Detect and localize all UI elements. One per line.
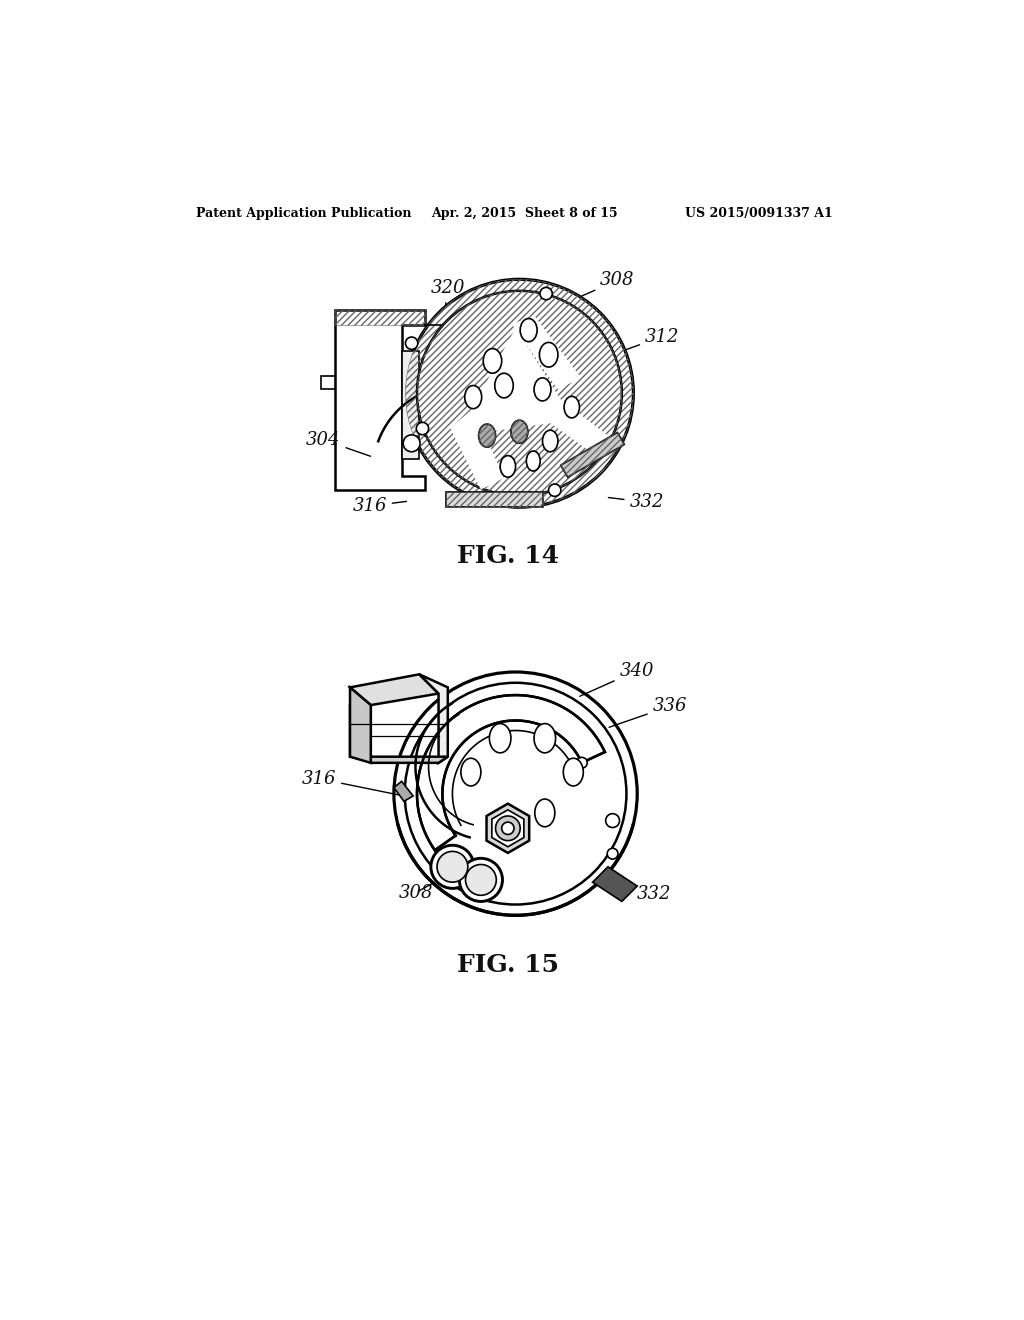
Text: Patent Application Publication: Patent Application Publication (196, 207, 412, 220)
Circle shape (406, 280, 634, 507)
Circle shape (417, 422, 429, 434)
Text: 332: 332 (616, 884, 672, 903)
Ellipse shape (520, 318, 538, 342)
Circle shape (540, 288, 552, 300)
Circle shape (404, 682, 627, 904)
Circle shape (496, 816, 520, 841)
Polygon shape (593, 867, 637, 902)
Ellipse shape (478, 424, 496, 447)
Circle shape (394, 672, 637, 915)
Polygon shape (335, 310, 425, 490)
Ellipse shape (563, 758, 584, 785)
Text: 340: 340 (580, 661, 654, 696)
Ellipse shape (483, 348, 502, 374)
Circle shape (502, 822, 514, 834)
Circle shape (431, 845, 474, 888)
Ellipse shape (564, 396, 580, 418)
Polygon shape (401, 351, 419, 459)
Polygon shape (492, 810, 524, 847)
Text: 320: 320 (431, 279, 465, 323)
Ellipse shape (500, 455, 515, 478)
Ellipse shape (535, 723, 556, 752)
Text: 336: 336 (609, 697, 687, 727)
Polygon shape (512, 317, 581, 389)
Circle shape (417, 290, 622, 495)
Circle shape (607, 849, 617, 859)
Ellipse shape (535, 799, 555, 826)
Polygon shape (561, 433, 625, 478)
Ellipse shape (495, 374, 513, 397)
Polygon shape (350, 705, 447, 763)
Text: 308: 308 (398, 883, 433, 902)
Circle shape (549, 484, 561, 496)
Polygon shape (321, 376, 335, 389)
Polygon shape (350, 675, 438, 705)
Ellipse shape (489, 723, 511, 752)
Polygon shape (458, 327, 573, 436)
Polygon shape (486, 804, 529, 853)
Text: FIG. 15: FIG. 15 (457, 953, 559, 977)
Text: Apr. 2, 2015  Sheet 8 of 15: Apr. 2, 2015 Sheet 8 of 15 (431, 207, 617, 220)
Circle shape (406, 337, 418, 350)
Ellipse shape (461, 758, 481, 785)
Polygon shape (446, 492, 543, 507)
Ellipse shape (465, 385, 481, 409)
Polygon shape (451, 409, 504, 490)
Polygon shape (417, 696, 605, 850)
Text: 304: 304 (306, 430, 371, 457)
Text: 312: 312 (614, 327, 679, 354)
Text: 332: 332 (608, 494, 664, 511)
Circle shape (403, 434, 420, 451)
Text: 316: 316 (301, 770, 401, 796)
Ellipse shape (543, 430, 558, 451)
Text: 308: 308 (564, 272, 635, 304)
Text: 316: 316 (352, 498, 407, 515)
Circle shape (605, 813, 620, 828)
Circle shape (437, 851, 468, 882)
Ellipse shape (511, 420, 528, 444)
Text: US 2015/0091337 A1: US 2015/0091337 A1 (685, 207, 833, 220)
Ellipse shape (526, 451, 541, 471)
Circle shape (460, 858, 503, 902)
Polygon shape (394, 781, 413, 801)
Text: FIG. 14: FIG. 14 (457, 544, 559, 568)
Ellipse shape (540, 342, 558, 367)
Polygon shape (350, 688, 371, 763)
Polygon shape (519, 385, 617, 455)
Polygon shape (419, 675, 447, 763)
Ellipse shape (535, 378, 551, 401)
Circle shape (466, 865, 497, 895)
Circle shape (577, 758, 587, 768)
